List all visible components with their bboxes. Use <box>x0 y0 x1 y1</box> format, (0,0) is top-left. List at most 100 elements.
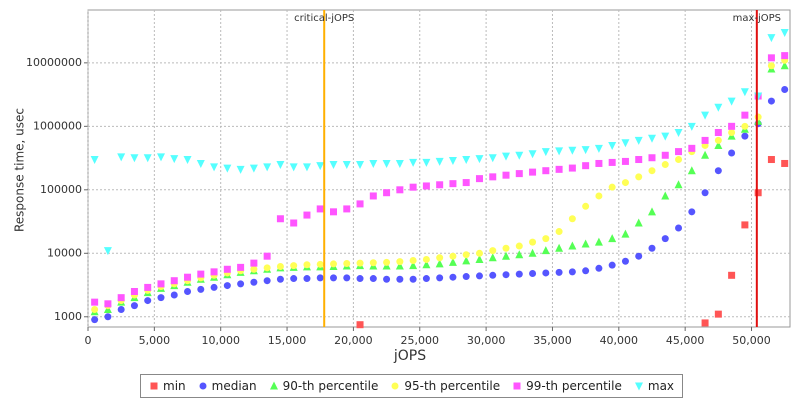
point <box>528 248 537 257</box>
point <box>343 260 351 268</box>
point <box>276 215 284 223</box>
point <box>502 251 511 260</box>
point <box>661 191 670 200</box>
point <box>701 136 709 144</box>
point <box>422 158 431 167</box>
point <box>250 278 258 286</box>
point <box>568 146 577 155</box>
point <box>223 164 232 173</box>
point <box>635 173 643 181</box>
x-axis-label: jOPS <box>393 348 426 364</box>
point <box>144 297 152 305</box>
point <box>687 166 696 175</box>
point <box>594 144 603 153</box>
point <box>568 241 577 250</box>
point <box>130 288 138 296</box>
y-tick-label: 100000 <box>40 183 82 196</box>
y-axis-label: Response time, usec <box>13 108 27 232</box>
point <box>780 61 789 70</box>
point <box>395 159 404 168</box>
point <box>144 283 152 291</box>
x-tick-label: 5,000 <box>139 334 171 347</box>
point <box>369 192 377 200</box>
point <box>701 150 710 159</box>
point <box>396 275 404 283</box>
point <box>436 274 444 282</box>
marker <box>150 382 158 390</box>
point <box>130 154 139 163</box>
marker <box>513 382 521 390</box>
point <box>449 273 457 281</box>
x-tick-label: 35,000 <box>533 334 572 347</box>
point <box>515 270 523 278</box>
point <box>383 275 391 283</box>
point <box>330 260 338 268</box>
point <box>555 243 564 252</box>
point <box>555 147 564 156</box>
point <box>157 280 165 288</box>
point <box>462 156 471 165</box>
point <box>515 250 524 259</box>
point <box>714 103 723 112</box>
legend-item: 99-th percentile <box>512 379 622 393</box>
point <box>542 167 550 175</box>
x-tick-label: 10,000 <box>201 334 240 347</box>
legend-label: max <box>647 379 675 393</box>
point <box>648 244 656 252</box>
point <box>223 282 231 290</box>
point <box>648 167 656 175</box>
point <box>489 173 497 181</box>
point <box>594 237 603 246</box>
point <box>104 313 112 321</box>
legend-icon <box>199 382 207 390</box>
point <box>303 261 311 269</box>
point <box>396 258 404 266</box>
point <box>581 146 590 155</box>
point <box>382 159 391 168</box>
point <box>436 181 444 189</box>
legend-item: min <box>149 379 186 393</box>
point <box>156 153 165 162</box>
point <box>780 29 789 38</box>
point <box>741 221 749 229</box>
legend-item: median <box>198 379 257 393</box>
point <box>728 271 736 279</box>
y-tick-label: 10000 <box>47 246 82 259</box>
marker <box>199 382 207 390</box>
y-tick-label: 1000 <box>54 310 82 323</box>
point <box>608 261 616 269</box>
point <box>621 139 630 148</box>
point <box>781 52 789 60</box>
point <box>210 268 218 276</box>
point <box>223 265 231 273</box>
x-tick-label: 40,000 <box>600 334 639 347</box>
point <box>330 208 338 216</box>
point <box>621 179 629 187</box>
point <box>343 274 351 282</box>
point <box>276 161 285 170</box>
point <box>462 273 470 281</box>
point <box>714 128 722 136</box>
point <box>396 186 404 194</box>
legend-label: 90-th percentile <box>282 379 379 393</box>
point <box>143 154 152 163</box>
annotation-label: critical-jOPS <box>294 13 354 24</box>
point <box>197 270 205 278</box>
point <box>196 159 205 168</box>
point <box>648 154 656 162</box>
point <box>329 161 338 170</box>
point <box>356 161 365 170</box>
point <box>237 263 245 271</box>
point <box>170 291 178 299</box>
point <box>448 257 457 266</box>
point <box>541 246 550 255</box>
point <box>608 158 616 166</box>
point <box>197 285 205 293</box>
point <box>369 275 377 283</box>
legend-icon <box>513 382 521 390</box>
point <box>688 208 696 216</box>
point <box>714 140 723 149</box>
point <box>316 260 324 268</box>
point <box>621 229 630 238</box>
